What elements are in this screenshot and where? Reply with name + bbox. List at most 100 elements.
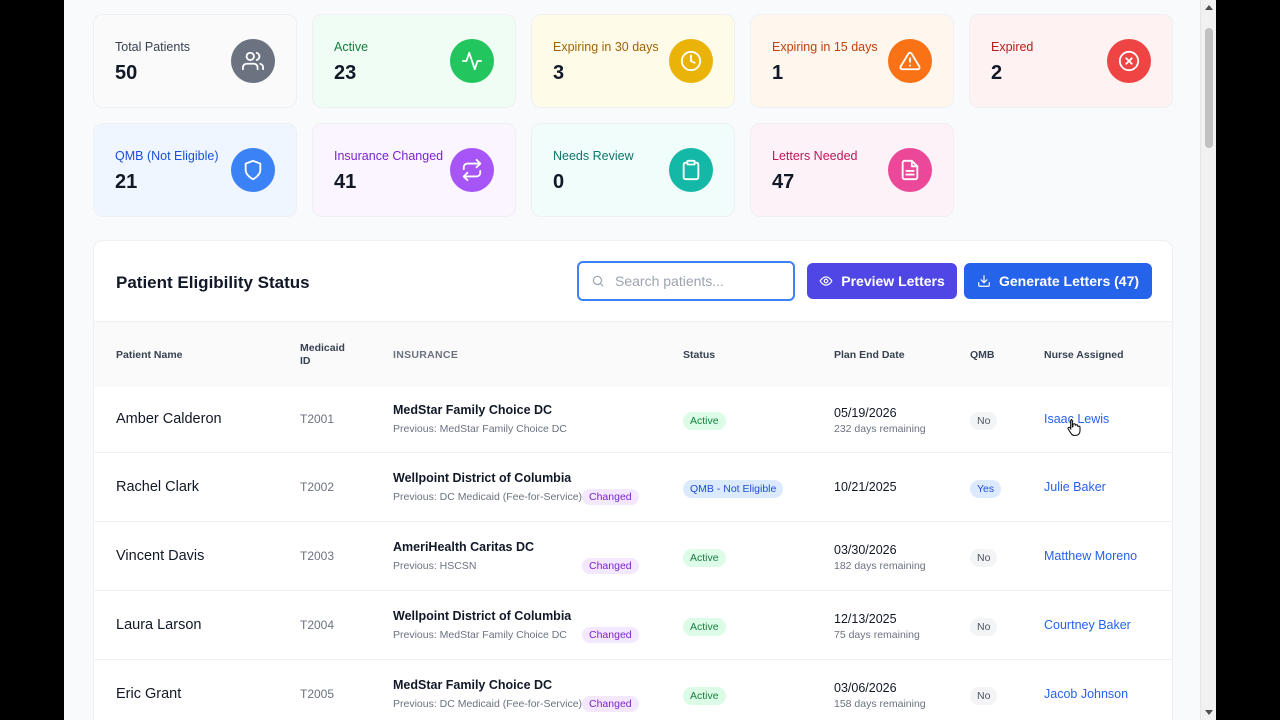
- eye-icon: [819, 276, 833, 286]
- x-circle-icon: [1107, 39, 1151, 83]
- insurance-name: MedStar Family Choice DC: [393, 677, 553, 692]
- stat-card[interactable]: Letters Needed 47: [750, 123, 954, 217]
- preview-letters-label: Preview Letters: [841, 273, 945, 289]
- scroll-up-icon[interactable]: [1205, 5, 1213, 10]
- insurance-previous: Previous: DC Medicaid (Fee-for-Service): [393, 490, 583, 503]
- generate-letters-label: Generate Letters (47): [998, 273, 1140, 289]
- days-remaining: 232 days remaining: [834, 422, 926, 435]
- scroll-down-icon[interactable]: [1205, 710, 1213, 715]
- changed-badge: Changed: [582, 626, 639, 643]
- stat-value: 50: [115, 62, 138, 84]
- clock-icon: [669, 39, 713, 83]
- nurse-link[interactable]: Jacob Johnson: [1044, 686, 1129, 701]
- medicaid-id: T2001: [300, 411, 335, 426]
- stat-card[interactable]: Active 23: [312, 14, 516, 108]
- nurse-link[interactable]: Julie Baker: [1044, 479, 1106, 494]
- insurance-previous: Previous: MedStar Family Choice DC: [393, 628, 567, 641]
- stat-card[interactable]: Expired 2: [969, 14, 1173, 108]
- stat-label: Expired: [991, 40, 1034, 54]
- stat-card[interactable]: Total Patients 50: [93, 14, 297, 108]
- stat-label: Expiring in 30 days: [553, 40, 659, 54]
- search-icon: [592, 275, 604, 287]
- stat-card[interactable]: Expiring in 30 days 3: [531, 14, 735, 108]
- col-medicaid-line2: ID: [300, 355, 311, 367]
- panel-title: Patient Eligibility Status: [116, 273, 310, 292]
- status-badge: Active: [683, 617, 726, 636]
- nurse-link[interactable]: Courtney Baker: [1044, 617, 1131, 632]
- insurance-previous: Previous: DC Medicaid (Fee-for-Service): [393, 697, 583, 710]
- stat-value: 47: [772, 171, 795, 193]
- status-badge: Active: [683, 411, 726, 430]
- days-remaining: 182 days remaining: [834, 559, 926, 572]
- col-status[interactable]: Status: [683, 349, 716, 361]
- stat-value: 2: [991, 62, 1003, 84]
- stat-label: Active: [334, 40, 369, 54]
- eligibility-panel: Patient Eligibility Status Preview Lette…: [93, 240, 1173, 720]
- patient-name[interactable]: Rachel Clark: [116, 478, 199, 495]
- patient-name[interactable]: Vincent Davis: [116, 547, 205, 564]
- col-patient-name[interactable]: Patient Name: [116, 349, 183, 361]
- status-badge: Active: [683, 548, 726, 567]
- preview-letters-button[interactable]: Preview Letters: [807, 263, 957, 299]
- medicaid-id: T2004: [300, 617, 335, 632]
- stat-card[interactable]: Insurance Changed 41: [312, 123, 516, 217]
- col-medicaid-line1: Medicaid: [300, 342, 345, 354]
- users-icon: [231, 39, 275, 83]
- stat-card[interactable]: Needs Review 0: [531, 123, 735, 217]
- col-plan-end-date[interactable]: Plan End Date: [834, 349, 905, 361]
- search-input[interactable]: [615, 273, 785, 289]
- patient-name[interactable]: Amber Calderon: [116, 410, 222, 427]
- stat-card[interactable]: QMB (Not Eligible) 21: [93, 123, 297, 217]
- shield-icon: [231, 148, 275, 192]
- swap-icon: [450, 148, 494, 192]
- col-nurse-assigned[interactable]: Nurse Assigned: [1044, 349, 1124, 361]
- generate-letters-button[interactable]: Generate Letters (47): [964, 263, 1152, 299]
- stat-value: 21: [115, 171, 138, 193]
- qmb-badge: No: [970, 686, 998, 705]
- qmb-badge: No: [970, 617, 998, 636]
- patient-name[interactable]: Laura Larson: [116, 616, 202, 633]
- col-medicaid-id[interactable]: Medicaid ID: [300, 342, 345, 368]
- activity-icon: [450, 39, 494, 83]
- stat-label: Expiring in 15 days: [772, 40, 878, 54]
- download-icon: [978, 275, 990, 287]
- medicaid-id: T2003: [300, 548, 335, 563]
- stat-card[interactable]: Expiring in 15 days 1: [750, 14, 954, 108]
- vertical-scrollbar[interactable]: [1200, 0, 1216, 720]
- qmb-badge: No: [970, 411, 998, 430]
- stat-label: Total Patients: [115, 40, 191, 54]
- hand-cursor-icon: [1067, 419, 1081, 436]
- qmb-badge: No: [970, 548, 998, 567]
- plan-end-date: 12/13/2025: [834, 611, 897, 626]
- nurse-link[interactable]: Isaac Lewis: [1044, 411, 1110, 426]
- table-row[interactable]: Eric Grant T2005 MedStar Family Choice DC P…: [94, 659, 1172, 720]
- status-badge: Active: [683, 686, 726, 705]
- plan-end-date: 10/21/2025: [834, 479, 897, 494]
- search-box[interactable]: [577, 261, 795, 301]
- days-remaining: 75 days remaining: [834, 628, 920, 641]
- stat-label: QMB (Not Eligible): [115, 149, 219, 163]
- days-remaining: 158 days remaining: [834, 697, 926, 710]
- plan-end-date: 03/06/2026: [834, 680, 897, 695]
- insurance-previous: Previous: HSCSN: [393, 559, 477, 572]
- changed-badge: Changed: [582, 695, 639, 712]
- scrollbar-thumb[interactable]: [1205, 28, 1213, 148]
- file-text-icon: [888, 148, 932, 192]
- insurance-name: AmeriHealth Caritas DC: [393, 539, 535, 554]
- alert-triangle-icon: [888, 39, 932, 83]
- insurance-name: MedStar Family Choice DC: [393, 402, 553, 417]
- patient-name[interactable]: Eric Grant: [116, 685, 182, 702]
- table-row[interactable]: Rachel Clark T2002 Wellpoint District of C…: [94, 452, 1172, 521]
- stat-label: Needs Review: [553, 149, 634, 163]
- col-qmb[interactable]: QMB: [970, 349, 995, 361]
- insurance-previous: Previous: MedStar Family Choice DC: [393, 422, 567, 435]
- table-row[interactable]: Vincent Davis T2003 AmeriHealth Caritas DC…: [94, 521, 1172, 590]
- stat-label: Letters Needed: [772, 149, 858, 163]
- table-header: Patient Name Medicaid ID INSURANCE Status…: [94, 321, 1172, 387]
- table-row[interactable]: Amber Calderon T2001 MedStar Family Choice…: [94, 387, 1172, 452]
- nurse-link[interactable]: Matthew Moreno: [1044, 548, 1138, 563]
- changed-badge: Changed: [582, 488, 639, 505]
- table-row[interactable]: Laura Larson T2004 Wellpoint District of C…: [94, 590, 1172, 659]
- stat-value: 23: [334, 62, 357, 84]
- col-insurance[interactable]: INSURANCE: [393, 349, 459, 361]
